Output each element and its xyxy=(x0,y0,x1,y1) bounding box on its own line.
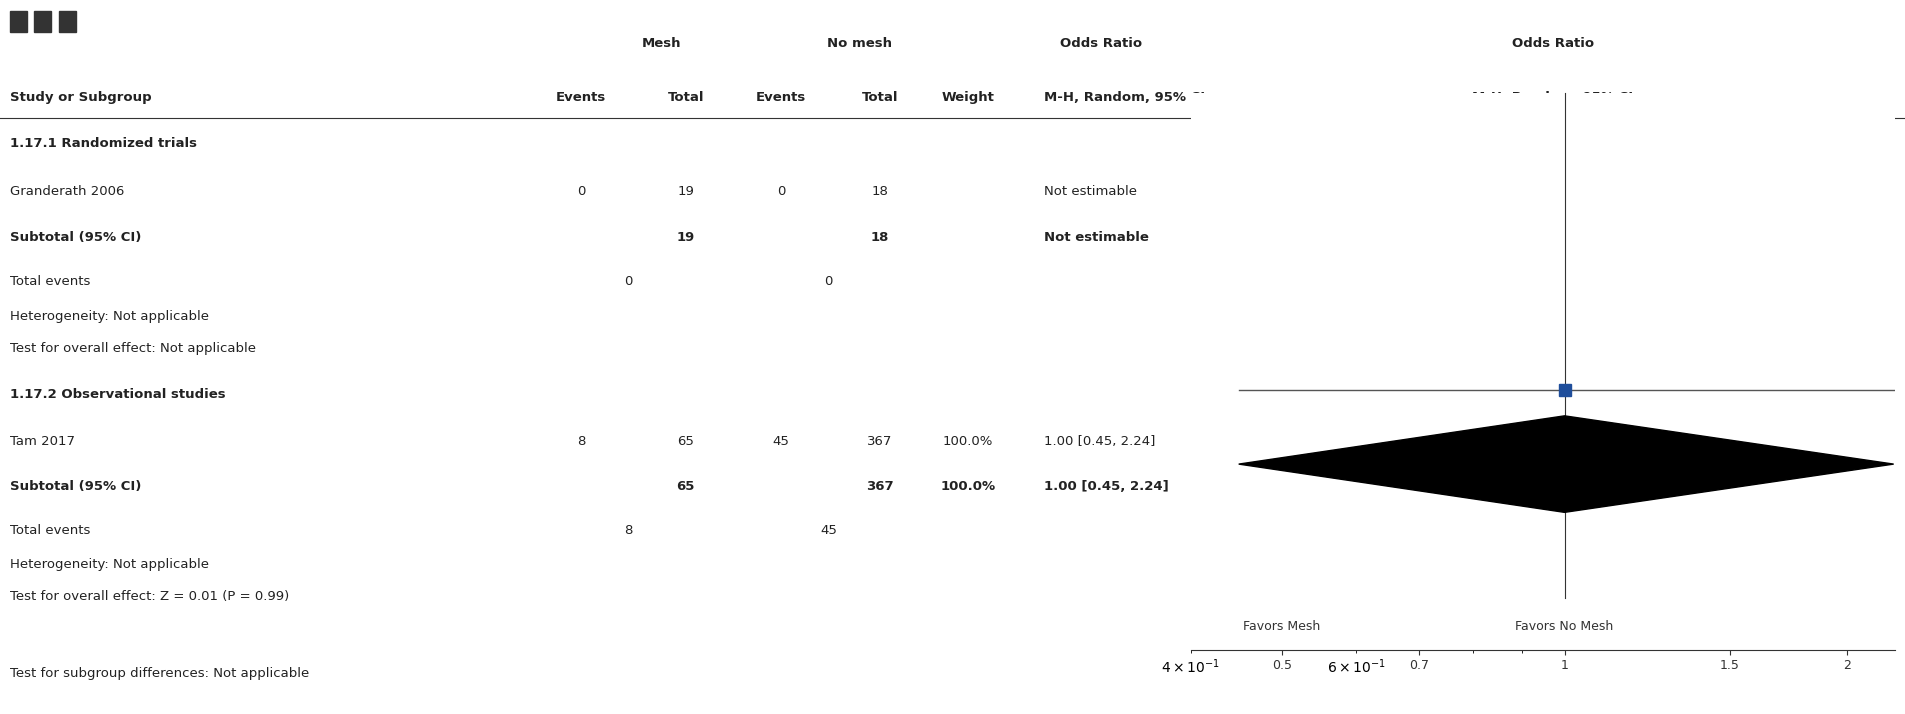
Text: 8: 8 xyxy=(625,524,632,537)
Text: Favors No Mesh: Favors No Mesh xyxy=(1514,620,1614,633)
Text: M-H, Random, 95% CI: M-H, Random, 95% CI xyxy=(1044,91,1206,104)
Text: 8: 8 xyxy=(577,435,585,448)
Text: Not estimable: Not estimable xyxy=(1044,231,1149,244)
Text: 100.0%: 100.0% xyxy=(941,480,994,493)
Text: 65: 65 xyxy=(678,435,693,448)
Text: Tam 2017: Tam 2017 xyxy=(10,435,74,448)
Text: Mesh: Mesh xyxy=(642,37,682,50)
Text: 45: 45 xyxy=(773,435,789,448)
Text: Test for overall effect: Z = 0.01 (P = 0.99): Test for overall effect: Z = 0.01 (P = 0… xyxy=(10,590,290,603)
Bar xyxy=(59,11,76,32)
Text: Total: Total xyxy=(667,91,705,104)
Text: Subtotal (95% CI): Subtotal (95% CI) xyxy=(10,231,141,244)
Text: 1.17.2 Observational studies: 1.17.2 Observational studies xyxy=(10,388,225,401)
Text: Heterogeneity: Not applicable: Heterogeneity: Not applicable xyxy=(10,310,208,323)
Text: 19: 19 xyxy=(676,231,695,244)
Text: 0: 0 xyxy=(625,276,632,288)
Text: 65: 65 xyxy=(676,480,695,493)
Text: Subtotal (95% CI): Subtotal (95% CI) xyxy=(10,480,141,493)
Text: No mesh: No mesh xyxy=(827,37,892,50)
Text: Test for subgroup differences: Not applicable: Test for subgroup differences: Not appli… xyxy=(10,667,309,680)
Text: 1.00 [0.45, 2.24]: 1.00 [0.45, 2.24] xyxy=(1044,480,1168,493)
Text: 18: 18 xyxy=(872,186,888,198)
Text: Total: Total xyxy=(861,91,899,104)
Text: 18: 18 xyxy=(871,231,890,244)
Text: 45: 45 xyxy=(821,524,836,537)
Text: 0: 0 xyxy=(577,186,585,198)
Text: 19: 19 xyxy=(678,186,693,198)
Text: Total events: Total events xyxy=(10,276,90,288)
Text: 367: 367 xyxy=(867,435,893,448)
Text: 1.00 [0.45, 2.24]: 1.00 [0.45, 2.24] xyxy=(1044,435,1154,448)
Text: Heterogeneity: Not applicable: Heterogeneity: Not applicable xyxy=(10,558,208,571)
Text: Favors Mesh: Favors Mesh xyxy=(1244,620,1320,633)
Polygon shape xyxy=(1238,416,1894,513)
Text: Odds Ratio: Odds Ratio xyxy=(1511,37,1594,50)
Text: Granderath 2006: Granderath 2006 xyxy=(10,186,124,198)
Text: Study or Subgroup: Study or Subgroup xyxy=(10,91,150,104)
Text: Total events: Total events xyxy=(10,524,90,537)
Bar xyxy=(34,11,51,32)
Text: Events: Events xyxy=(756,91,806,104)
Text: Odds Ratio: Odds Ratio xyxy=(1059,37,1143,50)
Text: Events: Events xyxy=(556,91,606,104)
Text: Weight: Weight xyxy=(941,91,994,104)
Bar xyxy=(10,11,27,32)
Text: 1.17.1 Randomized trials: 1.17.1 Randomized trials xyxy=(10,137,196,150)
Text: 0: 0 xyxy=(777,186,785,198)
Text: 100.0%: 100.0% xyxy=(943,435,993,448)
Text: 0: 0 xyxy=(825,276,832,288)
Text: M-H, Random, 95% CI: M-H, Random, 95% CI xyxy=(1473,91,1633,104)
Text: 367: 367 xyxy=(867,480,893,493)
Text: Test for overall effect: Not applicable: Test for overall effect: Not applicable xyxy=(10,342,255,355)
Text: Not estimable: Not estimable xyxy=(1044,186,1137,198)
